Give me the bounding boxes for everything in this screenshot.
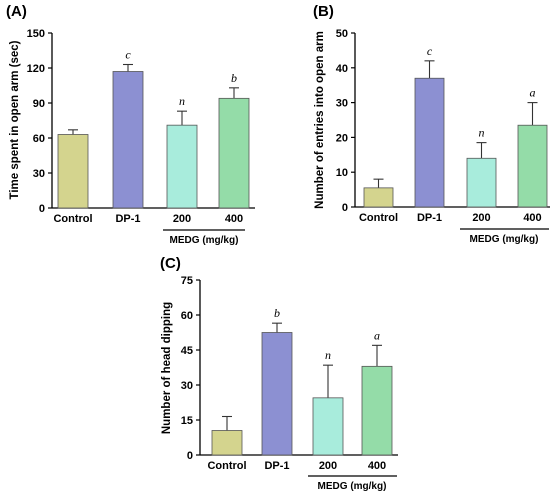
panel-a-y-axis-label: Time spent in open arm (sec) bbox=[9, 40, 21, 199]
panel-a-bar-control bbox=[57, 134, 89, 209]
panel-a-y-tick-label-5: 150 bbox=[27, 28, 45, 40]
panel-a-significance-200: n bbox=[179, 94, 185, 108]
panel-c-y-tick-label-4: 60 bbox=[181, 310, 193, 322]
panel-a-significance-dp-1: c bbox=[125, 48, 131, 62]
panel-b-y-tick-label-0: 0 bbox=[342, 202, 348, 214]
panel-b-y-tick-label-5: 50 bbox=[336, 28, 348, 40]
panel-a-x-tick-label-200: 200 bbox=[173, 213, 191, 225]
panel-b-bar-control bbox=[363, 187, 394, 208]
panel-c-y-tick-label-3: 45 bbox=[181, 345, 193, 357]
panel-c-x-tick-label-control: Control bbox=[207, 460, 246, 472]
panel-a-y-tick-label-0: 0 bbox=[39, 203, 45, 215]
panel-c-y-tick-label-1: 15 bbox=[181, 415, 193, 427]
panel-c-label: (C) bbox=[160, 255, 181, 272]
panel-a-y-tick-label-3: 90 bbox=[33, 98, 45, 110]
panel-a-group-label: MEDG (mg/kg) bbox=[170, 235, 239, 246]
panel-c-bar-dp-1 bbox=[261, 332, 293, 456]
panel-a-y-tick-label-2: 60 bbox=[33, 133, 45, 145]
panel-c-y-tick-label-0: 0 bbox=[187, 450, 193, 462]
panel-c-significance-dp-1: b bbox=[274, 306, 280, 320]
panel-b-x-tick-label-400: 400 bbox=[523, 212, 541, 224]
panel-b-bar-400 bbox=[517, 124, 548, 208]
panel-c-group-label: MEDG (mg/kg) bbox=[318, 481, 387, 492]
panel-a-x-tick-label-dp-1: DP-1 bbox=[115, 213, 140, 225]
panel-a-label: (A) bbox=[6, 3, 27, 20]
panel-c-y-tick-label-5: 75 bbox=[181, 275, 193, 287]
panel-c-bar-200 bbox=[312, 397, 344, 456]
panel-b-significance-400: a bbox=[530, 86, 536, 100]
panel-c-y-axis-label: Number of head dipping bbox=[161, 302, 173, 434]
panel-a-y-tick-label-1: 30 bbox=[33, 168, 45, 180]
panel-a-y-tick-label-4: 120 bbox=[27, 63, 45, 75]
panel-b-y-axis-label: Number of entries into open arm bbox=[314, 31, 326, 209]
panel-c-significance-200: n bbox=[325, 348, 331, 362]
panel-c-bar-control bbox=[211, 430, 243, 456]
panel-b-y-tick-label-1: 10 bbox=[336, 167, 348, 179]
panel-b-bar-dp-1 bbox=[414, 77, 445, 208]
panel-a-significance-400: b bbox=[231, 71, 237, 85]
panel-b-x-tick-label-200: 200 bbox=[472, 212, 490, 224]
panel-b-significance-200: n bbox=[479, 126, 485, 140]
panel-c-x-tick-label-200: 200 bbox=[319, 460, 337, 472]
panel-b-significance-dp-1: c bbox=[427, 44, 433, 58]
panel-b-label: (B) bbox=[313, 3, 334, 20]
panel-b-y-tick-label-2: 20 bbox=[336, 132, 348, 144]
panel-a-bar-400 bbox=[218, 97, 250, 209]
panel-c-significance-400: a bbox=[374, 328, 380, 342]
panel-b-bar-200 bbox=[466, 157, 497, 208]
panel-c-bar-400 bbox=[361, 365, 393, 456]
panel-c-x-tick-label-400: 400 bbox=[368, 460, 386, 472]
panel-c-x-tick-label-dp-1: DP-1 bbox=[264, 460, 289, 472]
panel-b-y-tick-label-3: 30 bbox=[336, 98, 348, 110]
panel-b-x-tick-label-control: Control bbox=[359, 212, 398, 224]
panel-b-x-tick-label-dp-1: DP-1 bbox=[417, 212, 442, 224]
panel-a-x-tick-label-400: 400 bbox=[225, 213, 243, 225]
panel-a-x-tick-label-control: Control bbox=[53, 213, 92, 225]
panel-b-y-tick-label-4: 40 bbox=[336, 63, 348, 75]
panel-b-group-label: MEDG (mg/kg) bbox=[470, 234, 539, 245]
panel-a-bar-200 bbox=[166, 124, 198, 209]
panel-a-bar-dp-1 bbox=[112, 71, 144, 209]
panel-c-y-tick-label-2: 30 bbox=[181, 380, 193, 392]
